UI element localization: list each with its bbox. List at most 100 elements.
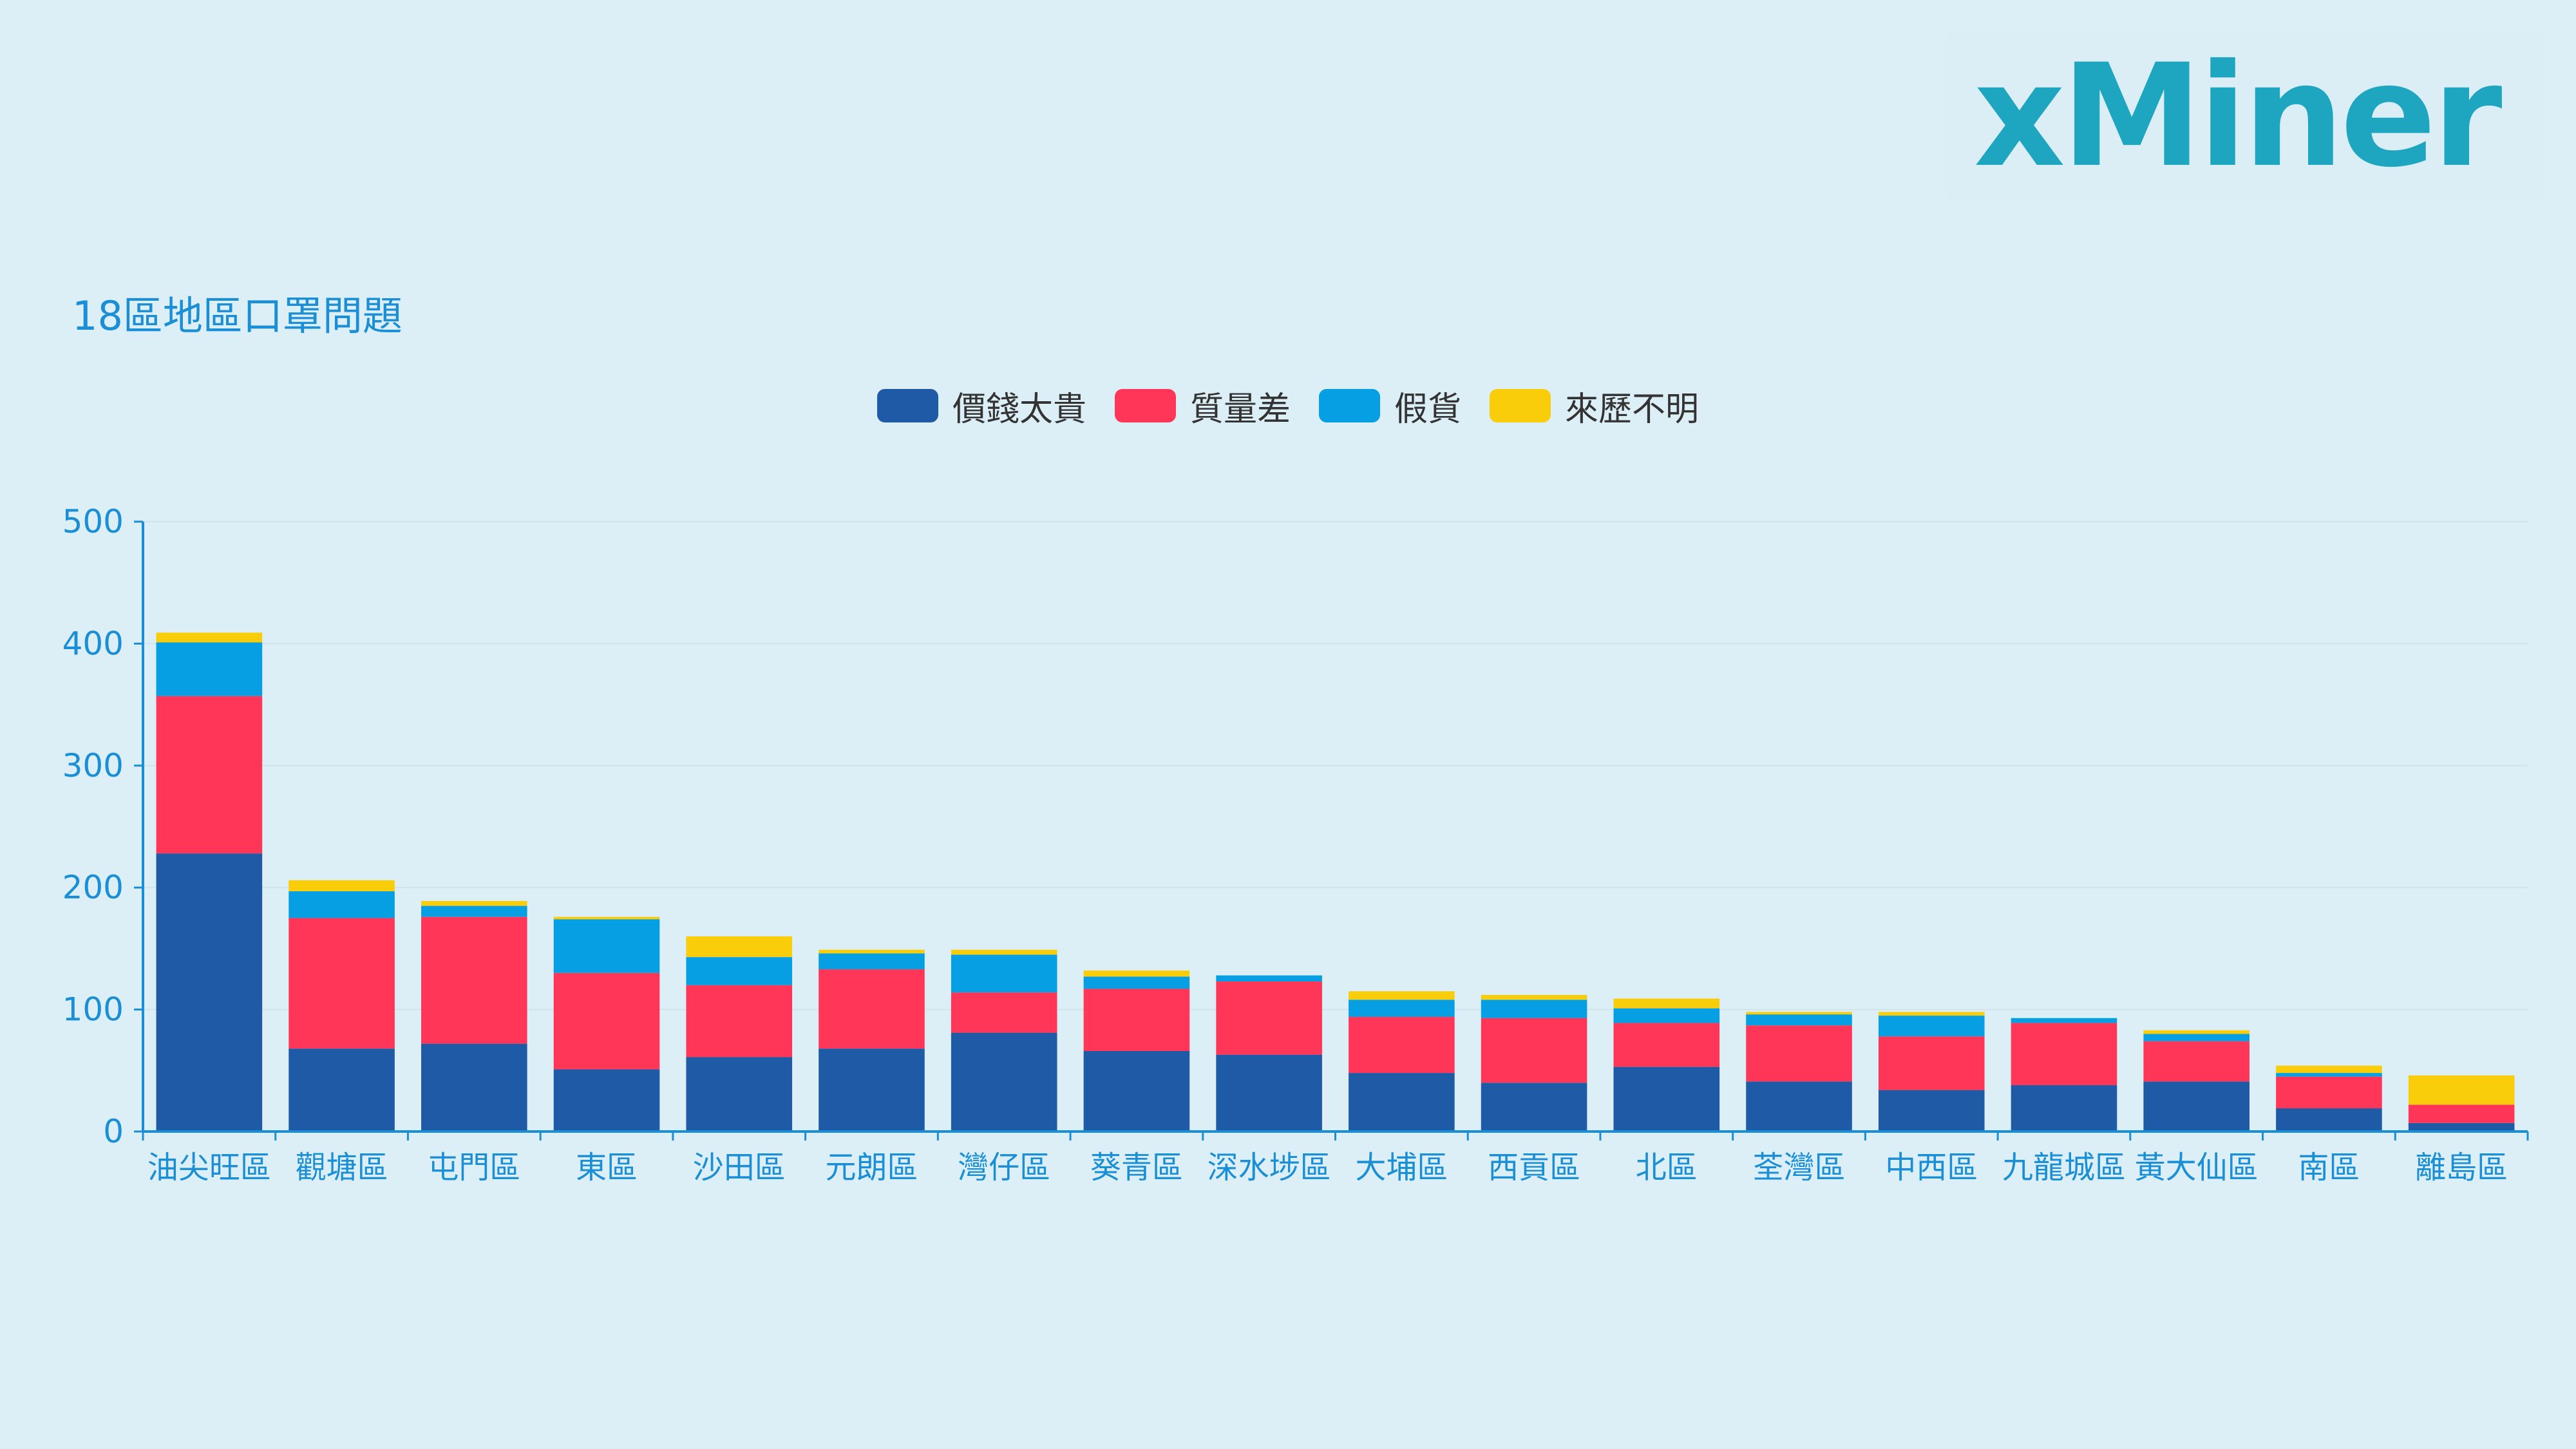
x-tick-label-10: 西貢區 <box>1488 1150 1580 1186</box>
bar-9-series-0 <box>1349 1073 1455 1132</box>
bar-4-series-3 <box>686 936 793 958</box>
bar-10-series-1 <box>1481 1018 1587 1083</box>
bar-15-series-1 <box>2143 1041 2249 1082</box>
bar-0-series-3 <box>156 632 263 643</box>
y-tick-label-200: 200 <box>62 869 124 906</box>
bar-4-series-1 <box>686 985 793 1057</box>
bar-10-series-0 <box>1481 1083 1587 1132</box>
x-tick-label-13: 中西區 <box>1885 1150 1978 1186</box>
legend-label-2: 假貨 <box>1394 390 1462 429</box>
y-tick-label-300: 300 <box>62 747 124 784</box>
x-tick-label-17: 離島區 <box>2415 1150 2508 1186</box>
y-tick-label-400: 400 <box>62 625 124 662</box>
bar-5-series-2 <box>819 953 925 970</box>
bar-10-series-3 <box>1481 994 1587 1000</box>
bar-0-series-1 <box>156 696 263 854</box>
bar-5-series-0 <box>819 1048 925 1132</box>
bar-13-series-0 <box>1878 1090 1985 1132</box>
legend-label-1: 質量差 <box>1189 390 1291 429</box>
bar-13-series-1 <box>1878 1036 1985 1090</box>
bar-14-series-1 <box>2011 1023 2117 1086</box>
chart-title: 18區地區口罩問題 <box>72 292 402 339</box>
bar-1-series-2 <box>289 891 395 918</box>
x-tick-label-9: 大埔區 <box>1355 1150 1448 1186</box>
legend: 價錢太貴 質量差 假貨 來歷不明 <box>0 380 2576 431</box>
bar-12-series-1 <box>1746 1025 1852 1082</box>
bar-1-series-3 <box>289 880 395 891</box>
bar-8-series-0 <box>1216 1054 1322 1132</box>
bar-0-series-2 <box>156 642 263 696</box>
bar-7-series-3 <box>1083 970 1190 977</box>
bar-11-series-3 <box>1613 998 1720 1009</box>
xminer-logo: xMiner <box>1945 32 2544 200</box>
bar-2-series-3 <box>421 901 527 906</box>
bar-0-series-0 <box>156 853 263 1132</box>
bar-12-series-0 <box>1746 1081 1852 1132</box>
bar-16-series-3 <box>2276 1065 2382 1074</box>
bar-2-series-1 <box>421 916 527 1044</box>
x-tick-label-0: 油尖旺區 <box>147 1150 271 1186</box>
bar-6-series-1 <box>951 992 1057 1033</box>
bar-4-series-0 <box>686 1057 793 1132</box>
bar-9-series-3 <box>1349 991 1455 1000</box>
bar-17-series-3 <box>2408 1075 2515 1105</box>
legend-label-3: 來歷不明 <box>1565 390 1700 429</box>
legend-swatch-0 <box>876 389 938 422</box>
x-tick-label-3: 東區 <box>576 1150 638 1186</box>
bar-1-series-0 <box>289 1048 395 1132</box>
bar-14-series-2 <box>2011 1018 2117 1023</box>
legend-label-0: 價錢太貴 <box>952 390 1086 429</box>
bar-12-series-3 <box>1746 1012 1852 1015</box>
bar-16-series-1 <box>2276 1076 2382 1109</box>
legend-swatch-2 <box>1319 389 1380 422</box>
bar-9-series-1 <box>1349 1016 1455 1074</box>
bar-6-series-3 <box>951 949 1057 955</box>
x-tick-label-14: 九龍城區 <box>2002 1150 2126 1186</box>
bar-4-series-2 <box>686 957 793 985</box>
bar-5-series-3 <box>819 949 925 954</box>
x-tick-label-1: 觀塘區 <box>296 1150 388 1186</box>
x-tick-label-7: 葵青區 <box>1090 1150 1183 1186</box>
legend-item-0[interactable]: 價錢太貴 <box>876 382 1086 430</box>
bar-5-series-1 <box>819 969 925 1049</box>
x-tick-label-15: 黃大仙區 <box>2135 1150 2259 1186</box>
bar-12-series-2 <box>1746 1014 1852 1026</box>
bar-7-series-1 <box>1083 989 1190 1051</box>
bar-6-series-0 <box>951 1032 1057 1132</box>
y-tick-label-0: 0 <box>103 1113 124 1150</box>
bar-3-series-0 <box>553 1069 660 1132</box>
bar-8-series-1 <box>1216 981 1322 1055</box>
bar-2-series-2 <box>421 905 527 917</box>
bar-1-series-1 <box>289 918 395 1049</box>
x-tick-label-6: 灣仔區 <box>958 1150 1050 1186</box>
bar-7-series-0 <box>1083 1050 1190 1132</box>
bar-15-series-0 <box>2143 1081 2249 1132</box>
bar-17-series-1 <box>2408 1104 2515 1123</box>
legend-item-1[interactable]: 質量差 <box>1114 382 1291 430</box>
bar-17-series-0 <box>2408 1122 2515 1132</box>
x-tick-label-8: 深水埗區 <box>1208 1150 1331 1186</box>
x-tick-label-2: 屯門區 <box>428 1150 520 1186</box>
x-tick-label-4: 沙田區 <box>693 1150 786 1186</box>
bar-10-series-2 <box>1481 999 1587 1018</box>
y-tick-label-500: 500 <box>62 503 124 540</box>
x-tick-label-11: 北區 <box>1636 1150 1698 1186</box>
x-tick-label-16: 南區 <box>2298 1150 2360 1186</box>
x-tick-label-12: 荃灣區 <box>1753 1150 1846 1186</box>
legend-item-2[interactable]: 假貨 <box>1319 382 1461 430</box>
bar-3-series-1 <box>553 972 660 1070</box>
bar-16-series-2 <box>2276 1073 2382 1077</box>
bar-13-series-3 <box>1878 1012 1985 1016</box>
bar-3-series-3 <box>553 916 660 920</box>
bar-11-series-1 <box>1613 1023 1720 1067</box>
bar-11-series-2 <box>1613 1008 1720 1023</box>
bar-11-series-0 <box>1613 1066 1720 1132</box>
bar-15-series-3 <box>2143 1030 2249 1034</box>
legend-item-3[interactable]: 來歷不明 <box>1490 382 1699 430</box>
y-tick-label-100: 100 <box>62 991 124 1028</box>
bar-14-series-0 <box>2011 1085 2117 1132</box>
legend-swatch-3 <box>1490 389 1551 422</box>
bar-3-series-2 <box>553 919 660 973</box>
